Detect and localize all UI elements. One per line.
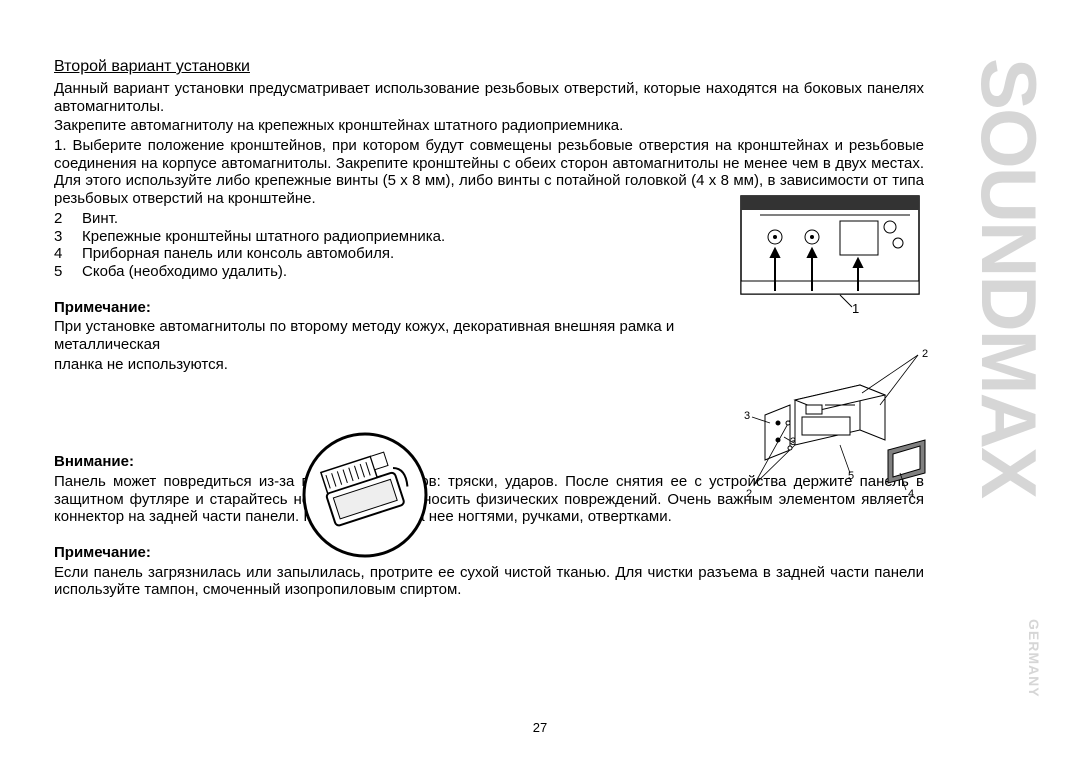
brand-sidebar: SOUNDMAX GERMANY (970, 58, 1050, 698)
note2-heading: Примечание: (54, 544, 924, 562)
svg-text:2: 2 (746, 488, 752, 500)
note-1-line-a: При установке автомагнитолы по второму м… (54, 318, 754, 353)
figure-2-assembly: 2 2 3 3 4 5 (740, 345, 920, 503)
svg-text:5: 5 (848, 470, 854, 482)
figure-group: 1 (740, 195, 920, 503)
intro-paragraph-1: Данный вариант установки предусматривает… (54, 80, 924, 115)
svg-text:2: 2 (922, 348, 928, 360)
svg-text:4: 4 (908, 488, 914, 500)
figure-1-rear-panel: 1 (740, 195, 920, 315)
item-number: 3 (54, 228, 82, 246)
figure-connector-circle (300, 430, 430, 565)
item-text: Скоба (необходимо удалить). (82, 263, 287, 281)
svg-text:3: 3 (790, 436, 796, 448)
item-number: 4 (54, 245, 82, 263)
item-text: Винт. (82, 210, 118, 228)
intro-paragraph-2: Закрепите автомагнитолу на крепежных кро… (54, 117, 924, 135)
manual-page: SOUNDMAX GERMANY Второй вариант установк… (0, 0, 1080, 763)
section-title: Второй вариант установки (54, 58, 924, 76)
note2-paragraph: Если панель загрязнилась или запылилась,… (54, 564, 924, 599)
svg-text:1: 1 (852, 301, 859, 315)
page-number: 27 (0, 720, 1080, 735)
item-text: Крепежные кронштейны штатного радиоприем… (82, 228, 445, 246)
item-text: Приборная панель или консоль автомобиля. (82, 245, 394, 263)
brand-country: GERMANY (1026, 619, 1042, 698)
item-number: 2 (54, 210, 82, 228)
item-number: 5 (54, 263, 82, 281)
svg-text:3: 3 (744, 410, 750, 422)
brand-name: SOUNDMAX (970, 58, 1048, 497)
